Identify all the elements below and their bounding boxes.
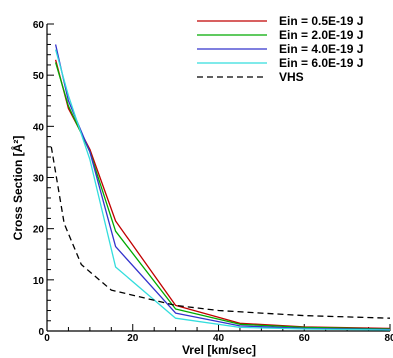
series-line-4	[54, 49, 391, 331]
series-line-3	[54, 44, 391, 331]
legend-label-4: Ein = 6.0E-19 J	[279, 56, 363, 70]
y-tick-label: 10	[33, 276, 45, 287]
y-tick-label: 30	[33, 174, 45, 185]
legend-label-5: VHS	[279, 70, 304, 84]
y-tick-label: 60	[33, 20, 45, 31]
x-tick-label: 40	[213, 333, 225, 344]
x-tick-label: 60	[299, 333, 311, 344]
legend-label-2: Ein = 2.0E-19 J	[279, 28, 363, 42]
legend-label-3: Ein = 4.0E-19 J	[279, 42, 363, 56]
series-line-5	[50, 146, 391, 319]
x-tick-label: 80	[384, 333, 393, 344]
x-tick-label: 20	[127, 333, 139, 344]
axes: 0 20 40 60 80 0 10 20 30 40 50 60	[33, 20, 393, 344]
x-tick-label: 0	[44, 333, 50, 344]
x-axis-label: Vrel [km/sec]	[182, 343, 256, 357]
series-layer	[50, 44, 391, 331]
series-line-1	[54, 59, 391, 330]
y-tick-label: 20	[33, 225, 45, 236]
y-tick-label: 50	[33, 71, 45, 82]
y-axis-label: Cross Section [Å²]	[10, 136, 25, 241]
series-line-2	[54, 62, 391, 330]
y-tick-label: 40	[33, 122, 45, 133]
y-tick-label: 0	[38, 327, 44, 338]
legend-label-1: Ein = 0.5E-19 J	[279, 14, 363, 28]
